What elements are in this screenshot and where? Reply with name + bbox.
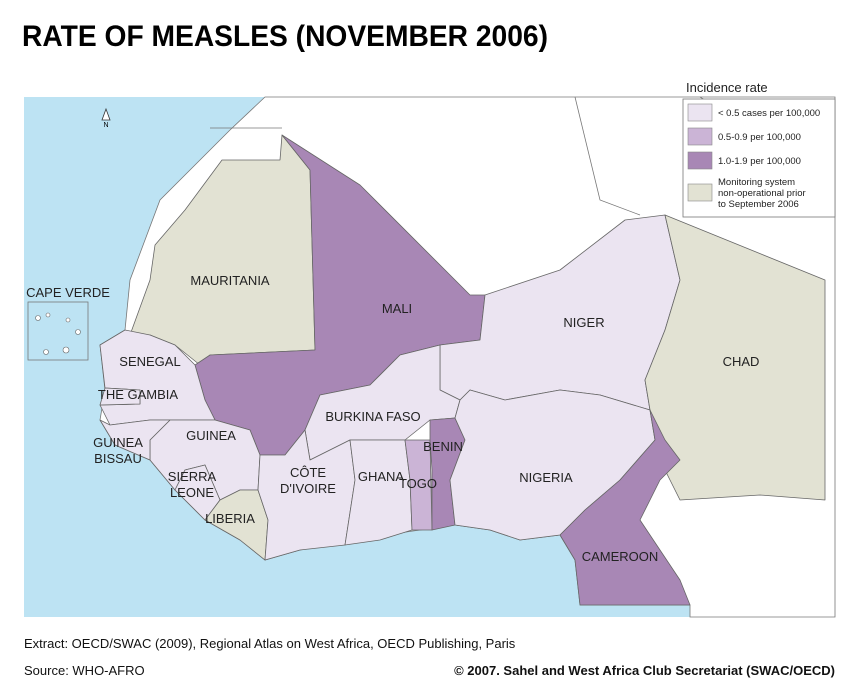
country-label: THE GAMBIA (98, 387, 179, 402)
country-shape (174, 464, 221, 521)
label-line: GUINEA (186, 428, 236, 443)
legend-line: Monitoring system (718, 177, 795, 188)
north-arrow: N (101, 107, 111, 129)
country-label: LIBERIA (205, 511, 255, 526)
country-label: CHAD (723, 354, 760, 369)
legend-label: 0.5-0.9 per 100,000 (718, 132, 801, 143)
legend: < 0.5 cases per 100,000 0.5-0.9 per 100,0… (687, 103, 820, 210)
country-shape (404, 439, 433, 531)
inset-box (27, 301, 89, 361)
country-label: BURKINA FASO (325, 409, 420, 424)
island (43, 349, 49, 355)
cape-verde-inset: CAPE VERDE (26, 285, 110, 361)
legend-label: 1.0-1.9 per 100,000 (718, 156, 801, 167)
island (75, 329, 81, 335)
label-line: CAMEROON (582, 549, 659, 564)
legend-label: < 0.5 cases per 100,000 (718, 108, 820, 119)
legend-line: 1.0-1.9 per 100,000 (718, 156, 801, 167)
legend-line: non-operational prior (718, 188, 806, 199)
island (45, 312, 51, 318)
country-label: GUINEA (186, 428, 236, 443)
country-label: NIGERIA (519, 470, 573, 485)
label-line: GHANA (358, 469, 405, 484)
country-label: CAMEROON (582, 549, 659, 564)
label-line: TOGO (399, 476, 437, 491)
label-line: CHAD (723, 354, 760, 369)
label-line: NIGERIA (519, 470, 573, 485)
country-shape (99, 387, 141, 406)
legend-swatch (687, 103, 713, 122)
label-line: MAURITANIA (190, 273, 270, 288)
country-labels: MAURITANIA MALI NIGER CHAD SENEGAL THE GAMBIA… (93, 273, 759, 564)
country-label: GUINEA BISSAU (93, 435, 143, 466)
country-label: BENIN (423, 439, 463, 454)
label-line: NIGER (563, 315, 604, 330)
country-label: SIERRA LEONE (168, 469, 217, 500)
label-line: SENEGAL (119, 354, 180, 369)
footer-extract: Extract: OECD/SWAC (2009), Regional Atla… (24, 636, 516, 651)
country-label: SENEGAL (119, 354, 180, 369)
countries (99, 134, 826, 606)
legend-line: 0.5-0.9 per 100,000 (718, 132, 801, 143)
legend-swatch (687, 127, 713, 146)
country-label: MALI (382, 301, 412, 316)
island (62, 346, 70, 354)
label-line: LIBERIA (205, 511, 255, 526)
legend-swatch (687, 183, 713, 202)
footer-source: Source: WHO-AFRO (24, 663, 145, 678)
legend-line: < 0.5 cases per 100,000 (718, 108, 820, 119)
label-line: CÔTE (290, 465, 326, 480)
label-line: BENIN (423, 439, 463, 454)
label-line: LEONE (170, 485, 214, 500)
legend-title: Incidence rate (686, 80, 768, 95)
legend-line: to September 2006 (718, 199, 799, 210)
island (65, 317, 71, 323)
country-label: TOGO (399, 476, 437, 491)
country-label: CÔTE D'IVOIRE (280, 465, 336, 496)
map-title: RATE OF MEASLES (NOVEMBER 2006) (22, 20, 548, 53)
country-shape (559, 409, 691, 606)
north-label: N (103, 122, 108, 129)
label-line: SIERRA (168, 469, 217, 484)
country-shape (344, 439, 413, 546)
island (35, 315, 41, 321)
country-label: NIGER (563, 315, 604, 330)
country-shape (99, 419, 171, 461)
label-line: BURKINA FASO (325, 409, 420, 424)
legend-label: Monitoring system non-operational prior to… (718, 177, 806, 210)
country-label: GHANA (358, 469, 405, 484)
arrow-icon (101, 107, 111, 121)
label-line: GUINEA (93, 435, 143, 450)
label-line: BISSAU (94, 451, 142, 466)
legend-swatch (687, 151, 713, 170)
footer-copyright: © 2007. Sahel and West Africa Club Secre… (454, 663, 835, 678)
country-label: CAPE VERDE (26, 285, 110, 300)
label-line: THE GAMBIA (98, 387, 179, 402)
label-line: D'IVOIRE (280, 481, 336, 496)
label-line: MALI (382, 301, 412, 316)
country-label: MAURITANIA (190, 273, 270, 288)
